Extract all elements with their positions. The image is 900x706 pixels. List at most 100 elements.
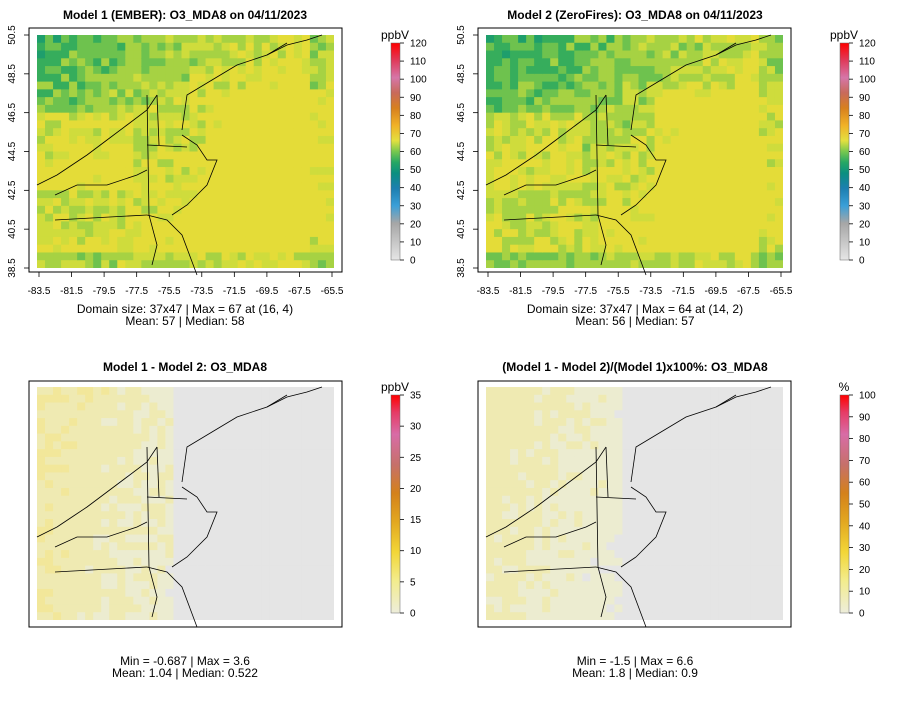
heatmap-cell	[301, 159, 311, 168]
heatmap-cell	[718, 73, 728, 83]
heatmap-cell	[718, 213, 728, 222]
heatmap-cell	[213, 441, 223, 450]
heatmap-cell	[157, 104, 167, 114]
heatmap-cell	[85, 456, 94, 466]
heatmap-cell	[213, 596, 223, 606]
heatmap-cell	[261, 128, 271, 137]
heatmap-cell	[758, 151, 768, 160]
heatmap-cell	[253, 487, 263, 497]
heatmap-cell	[61, 260, 70, 268]
heatmap-cell	[261, 472, 271, 481]
heatmap-cell	[93, 604, 102, 613]
colorbar-tick-label: 10	[859, 237, 871, 248]
heatmap-cell	[157, 205, 167, 215]
heatmap-cell	[510, 198, 519, 207]
heatmap-cell	[678, 97, 688, 106]
heatmap-cell	[125, 542, 134, 551]
heatmap-cell	[93, 456, 102, 466]
heatmap-cell	[157, 418, 167, 427]
heatmap-cell	[205, 143, 215, 153]
heatmap-cell	[197, 120, 207, 129]
heatmap-cell	[61, 190, 70, 199]
heatmap-cell	[598, 50, 608, 59]
heatmap-cell	[726, 472, 736, 481]
heatmap-cell	[69, 143, 78, 153]
x-tick-label: -83.5	[477, 286, 500, 297]
heatmap-cell	[93, 97, 102, 106]
heatmap-cell	[165, 565, 175, 574]
heatmap-cell	[181, 519, 191, 528]
heatmap-cell	[133, 73, 142, 83]
heatmap-cell	[566, 464, 575, 474]
heatmap-cell	[325, 550, 334, 559]
heatmap-cell	[614, 464, 624, 474]
heatmap-cell	[189, 503, 199, 512]
heatmap-cell	[574, 441, 583, 450]
heatmap-cell	[606, 104, 616, 114]
heatmap-cell	[261, 542, 271, 551]
heatmap-cell	[45, 205, 54, 215]
heatmap-cell	[718, 503, 728, 512]
heatmap-cell	[261, 410, 271, 419]
colorbar-tick-label: 90	[859, 412, 871, 423]
heatmap-cell	[766, 244, 776, 254]
heatmap-cell	[133, 503, 142, 512]
heatmap-cell	[494, 182, 503, 191]
heatmap-cell	[277, 480, 287, 489]
heatmap-cell	[614, 151, 624, 160]
heatmap-cell	[237, 174, 247, 184]
heatmap-cell	[526, 174, 535, 184]
heatmap-cell	[662, 58, 672, 67]
heatmap-cell	[69, 565, 78, 574]
heatmap-cell	[77, 143, 86, 153]
heatmap-cell	[277, 573, 287, 582]
heatmap-cell	[253, 511, 263, 520]
heatmap-cell	[285, 612, 295, 620]
heatmap-cell	[662, 410, 672, 419]
heatmap-cell	[606, 159, 616, 168]
heatmap-cell	[750, 128, 760, 137]
heatmap-cell	[157, 526, 167, 536]
heatmap-cell	[646, 472, 656, 481]
heatmap-cell	[221, 612, 231, 620]
heatmap-cell	[261, 120, 271, 129]
heatmap-cell	[45, 236, 54, 246]
heatmap-cell	[694, 174, 704, 184]
heatmap-cell	[77, 97, 86, 106]
heatmap-cell	[61, 449, 70, 458]
heatmap-cell	[758, 441, 768, 450]
heatmap-cell	[702, 112, 712, 122]
heatmap-cell	[285, 35, 295, 44]
heatmap-cell	[750, 394, 760, 404]
heatmap-cell	[486, 503, 495, 512]
colorbar-tick-label: 0	[410, 256, 416, 267]
heatmap-cell	[702, 519, 712, 528]
state-border-line	[620, 486, 667, 568]
heatmap-cell	[309, 151, 319, 160]
heatmap-cell	[574, 213, 583, 222]
x-tick-label: -69.5	[704, 286, 727, 297]
heatmap-cell	[638, 480, 648, 489]
heatmap-cell	[253, 50, 263, 59]
heatmap-cell	[550, 58, 559, 67]
heatmap-cell	[197, 604, 207, 613]
heatmap-cell	[614, 519, 624, 528]
heatmap-cell	[590, 120, 599, 129]
heatmap-cell	[622, 244, 632, 254]
heatmap-cell	[622, 596, 632, 606]
heatmap-cell	[686, 229, 696, 238]
heatmap-cell	[157, 565, 167, 574]
heatmap-cell	[317, 66, 327, 75]
heatmap-cell	[181, 58, 191, 67]
heatmap-cell	[510, 410, 519, 419]
heatmap-cell	[694, 534, 704, 543]
heatmap-cell	[710, 612, 720, 620]
heatmap-cell	[93, 252, 102, 261]
heatmap-cell	[694, 456, 704, 466]
heatmap-cell	[325, 97, 334, 106]
heatmap-cell	[678, 182, 688, 191]
heatmap-cell	[558, 260, 567, 268]
y-tick-label: 48.5	[456, 64, 467, 84]
heatmap-cell	[189, 112, 199, 122]
heatmap-cell	[774, 487, 783, 497]
